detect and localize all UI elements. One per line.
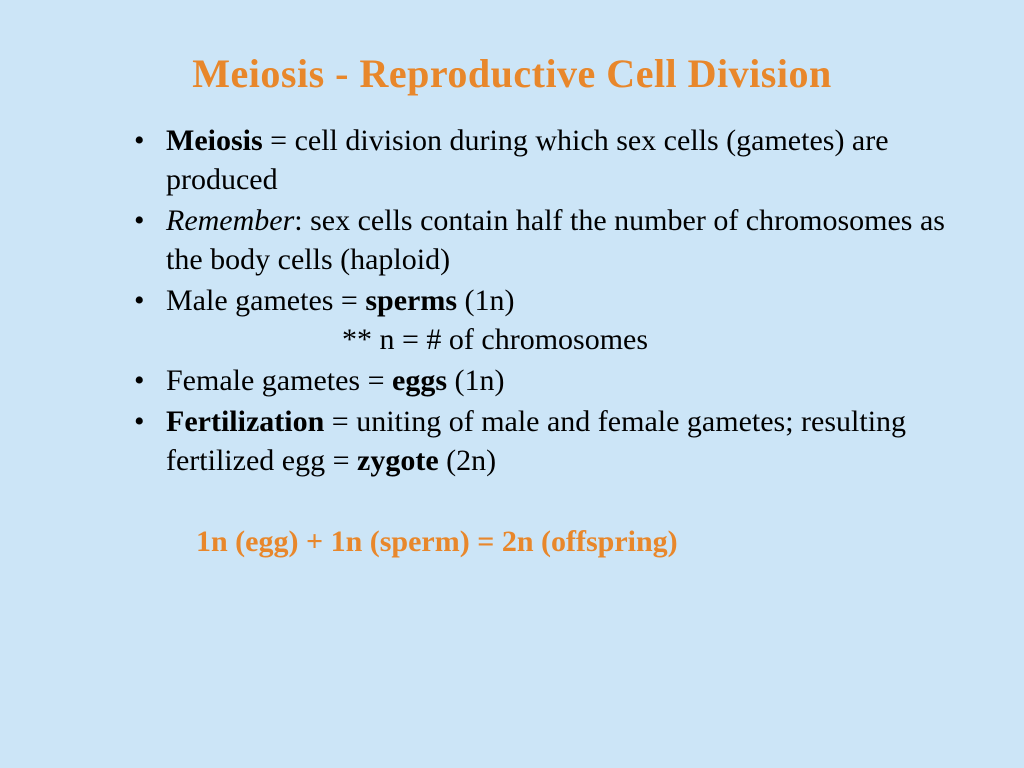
bullet-text: (1n) — [447, 364, 504, 397]
bullet-item: Female gametes = eggs (1n) — [130, 361, 964, 400]
equation-line: 1n (egg) + 1n (sperm) = 2n (offspring) — [130, 522, 964, 561]
bullet-item: Remember: sex cells contain half the num… — [130, 201, 964, 279]
bullet-subline: ** n = # of chromosomes — [202, 320, 964, 359]
bullet-text: (2n) — [439, 444, 496, 477]
term-bold: Fertilization — [166, 405, 324, 438]
bullet-text: (1n) — [457, 284, 514, 317]
term-bold: Meiosis — [166, 124, 263, 157]
term-bold: zygote — [357, 444, 439, 477]
term-bold: eggs — [392, 364, 447, 397]
bullet-list: Meiosis = cell division during which sex… — [130, 121, 964, 480]
bullet-text: Female gametes = — [166, 364, 392, 397]
bullet-text: Male gametes = — [166, 284, 365, 317]
term-italic: Remember — [166, 204, 294, 237]
term-bold: sperms — [365, 284, 457, 317]
slide-content: Meiosis = cell division during which sex… — [60, 121, 964, 561]
bullet-item: Fertilization = uniting of male and fema… — [130, 402, 964, 480]
slide-title: Meiosis - Reproductive Cell Division — [60, 50, 964, 97]
bullet-item: Male gametes = sperms (1n) ** n = # of c… — [130, 281, 964, 359]
bullet-text: = cell division during which sex cells (… — [166, 124, 889, 196]
bullet-item: Meiosis = cell division during which sex… — [130, 121, 964, 199]
